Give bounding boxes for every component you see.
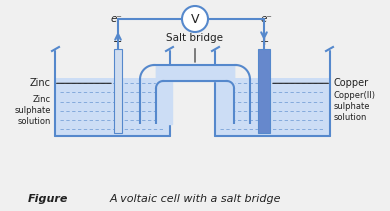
Circle shape — [182, 6, 208, 32]
Bar — [56, 78, 169, 136]
Text: −: − — [113, 37, 123, 47]
Bar — [258, 49, 270, 133]
Text: Figure: Figure — [28, 194, 68, 204]
Text: Copper(II)
sulphate
solution: Copper(II) sulphate solution — [334, 91, 376, 122]
Text: A voltaic cell with a salt bridge: A voltaic cell with a salt bridge — [110, 194, 282, 204]
Text: Salt bridge: Salt bridge — [167, 33, 223, 62]
Text: Copper: Copper — [273, 78, 369, 88]
Text: V: V — [191, 12, 199, 26]
Text: Zinc
sulphate
solution: Zinc sulphate solution — [14, 95, 51, 126]
Text: Zinc: Zinc — [30, 78, 111, 88]
Text: e⁻: e⁻ — [260, 14, 272, 24]
Bar — [216, 78, 329, 136]
Bar — [114, 49, 122, 133]
Text: +: + — [259, 37, 269, 47]
Text: e⁻: e⁻ — [110, 14, 122, 24]
